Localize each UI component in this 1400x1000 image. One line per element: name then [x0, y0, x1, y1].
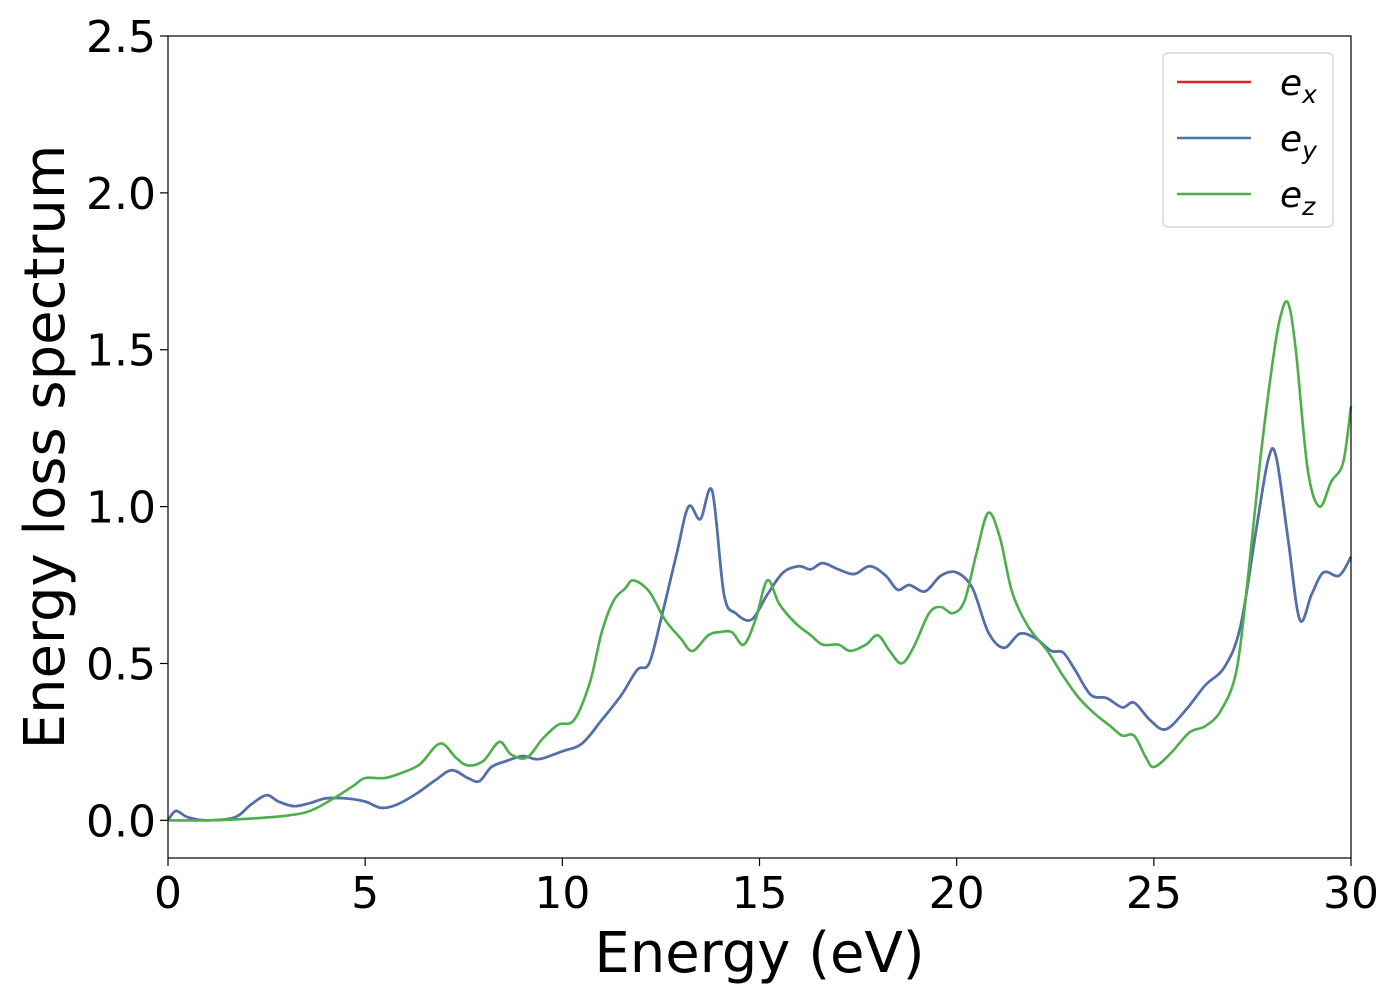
x-tick-label: 5	[351, 868, 379, 919]
y-tick-label: 2.0	[86, 169, 156, 220]
y-tick-label: 0.0	[86, 796, 156, 847]
y-tick-label: 0.5	[86, 639, 156, 690]
x-tick-label: 0	[154, 868, 182, 919]
x-tick-label: 10	[534, 868, 590, 919]
x-tick-label: 25	[1126, 868, 1182, 919]
plot-lines	[166, 300, 1353, 822]
series-line-ez	[167, 300, 1353, 822]
y-axis-title: Energy loss spectrum	[13, 145, 78, 750]
x-tick-label: 30	[1323, 868, 1379, 919]
x-axis-title: Energy (eV)	[594, 921, 924, 986]
y-tick-label: 1.0	[86, 483, 156, 534]
x-axis: 0 5 10 15 20 25 30	[154, 858, 1379, 919]
x-tick-label: 20	[929, 868, 985, 919]
series-line-ey	[166, 447, 1353, 822]
y-tick-label: 1.5	[86, 326, 156, 377]
legend-box	[1162, 52, 1334, 228]
y-tick-label: 2.5	[86, 12, 156, 63]
y-axis: 0.0 0.5 1.0 1.5 2.0 2.5	[86, 12, 168, 847]
x-tick-label: 15	[732, 868, 788, 919]
